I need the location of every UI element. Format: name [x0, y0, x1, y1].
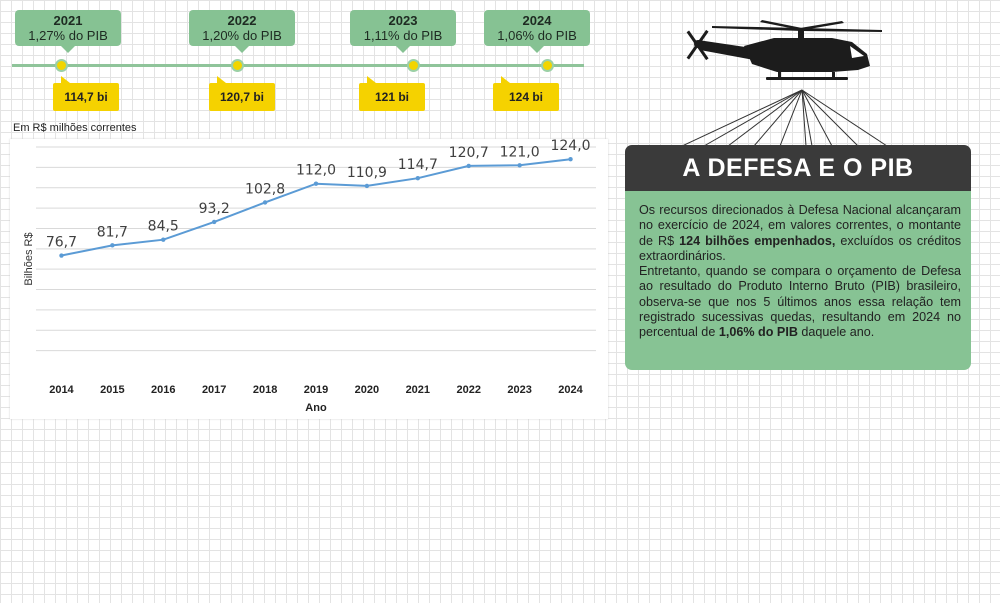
data-point-2022 [466, 163, 471, 169]
data-point-2017 [211, 219, 217, 225]
text-segment: Os recursos direcionados à Defesa Nacion… [639, 203, 961, 248]
timeline-value-2022: 120,7 bi [209, 76, 275, 111]
timeline-pct: 1,11% do PIB [363, 28, 443, 43]
data-point-2015 [110, 243, 115, 248]
panel-paragraph-1: Os recursos direcionados à Defesa Nacion… [639, 203, 961, 264]
data-label-2015: 81,7 [97, 224, 128, 240]
data-label-2016: 84,5 [148, 219, 179, 235]
timeline-year: 2023 [388, 13, 418, 28]
x-tick-label: 2017 [202, 384, 226, 396]
chart-svg: 76,7 2014 81,7 2015 84,5 2016 93,2 2017 102,8 201… [23, 139, 596, 414]
data-label-2014: 76,7 [46, 235, 77, 251]
timeline-year: 2024 [522, 13, 552, 28]
text-segment: Entretanto, quando se compara o orçament… [639, 264, 961, 340]
x-axis-label: Ano [305, 402, 327, 414]
data-point-2024 [568, 157, 573, 162]
timeline-dot-2023 [407, 59, 420, 72]
data-label-2022: 120,7 [449, 145, 489, 161]
panel-paragraph-2: Entretanto, quando se compara o orçament… [639, 264, 961, 340]
line-chart: 76,7 2014 81,7 2015 84,5 2016 93,2 2017 102,8 201… [10, 139, 608, 419]
data-point-2021 [415, 175, 421, 181]
data-point-2016 [161, 237, 166, 242]
helicopter-icon [682, 20, 888, 147]
timeline-pct: 1,06% do PIB [497, 28, 577, 43]
timeline-box-2021: 2021 1,27% do PIB [15, 10, 121, 53]
text-bold: 124 bilhões empenhados, [679, 233, 836, 248]
panel-title: A DEFESA E O PIB [625, 145, 971, 191]
timeline-value-2024: 124 bi [493, 76, 559, 111]
timeline-value-2021: 114,7 bi [53, 76, 119, 111]
data-label-2020: 110,9 [347, 165, 387, 181]
timeline-line [12, 64, 584, 67]
chart-subtitle: Em R$ milhões correntes [13, 122, 137, 134]
timeline-year: 2021 [53, 13, 83, 28]
timeline-pct: 1,20% do PIB [202, 28, 282, 43]
x-tick-label: 2015 [100, 384, 124, 396]
timeline-pct: 1,27% do PIB [28, 28, 108, 43]
text-segment: excluídos os créditos extraordinários. [639, 233, 961, 263]
x-tick-label: 2024 [558, 384, 583, 396]
timeline-dot-2022 [231, 59, 244, 72]
timeline-box-2023: 2023 1,11% do PIB [350, 10, 456, 53]
data-point-2023 [517, 163, 522, 168]
data-label-2023: 121,0 [500, 144, 540, 160]
timeline-year: 2022 [227, 13, 257, 28]
panel-text: Os recursos direcionados à Defesa Nacion… [625, 191, 971, 370]
data-label-2018: 102,8 [245, 181, 285, 197]
data-point-2014 [59, 253, 64, 258]
data-point-2018 [262, 200, 268, 205]
x-tick-label: 2014 [49, 384, 74, 396]
x-tick-label: 2018 [253, 384, 277, 396]
x-tick-label: 2022 [456, 384, 480, 396]
x-tick-label: 2020 [355, 384, 379, 396]
data-label-2019: 112,0 [296, 163, 336, 179]
data-label-2017: 93,2 [199, 201, 230, 217]
x-tick-label: 2021 [406, 384, 430, 396]
data-point-2020 [364, 183, 370, 189]
data-label-2021: 114,7 [398, 157, 438, 173]
text-bold: 1,06% do PIB [718, 325, 798, 340]
timeline-box-2022: 2022 1,20% do PIB [189, 10, 295, 53]
x-tick-label: 2016 [151, 384, 175, 396]
text-segment: daquele ano. [797, 325, 875, 340]
x-tick-label: 2023 [507, 384, 531, 396]
x-tick-label: 2019 [304, 384, 328, 396]
timeline-box-2024: 2024 1,06% do PIB [484, 10, 590, 53]
timeline-dot-2021 [55, 59, 68, 72]
timeline-dot-2024 [541, 59, 554, 72]
timeline-value-2023: 121 bi [359, 76, 425, 111]
data-point-2019 [313, 181, 319, 186]
data-label-2024: 124,0 [550, 139, 590, 154]
y-axis-label: Bilhões R$ [23, 232, 35, 285]
